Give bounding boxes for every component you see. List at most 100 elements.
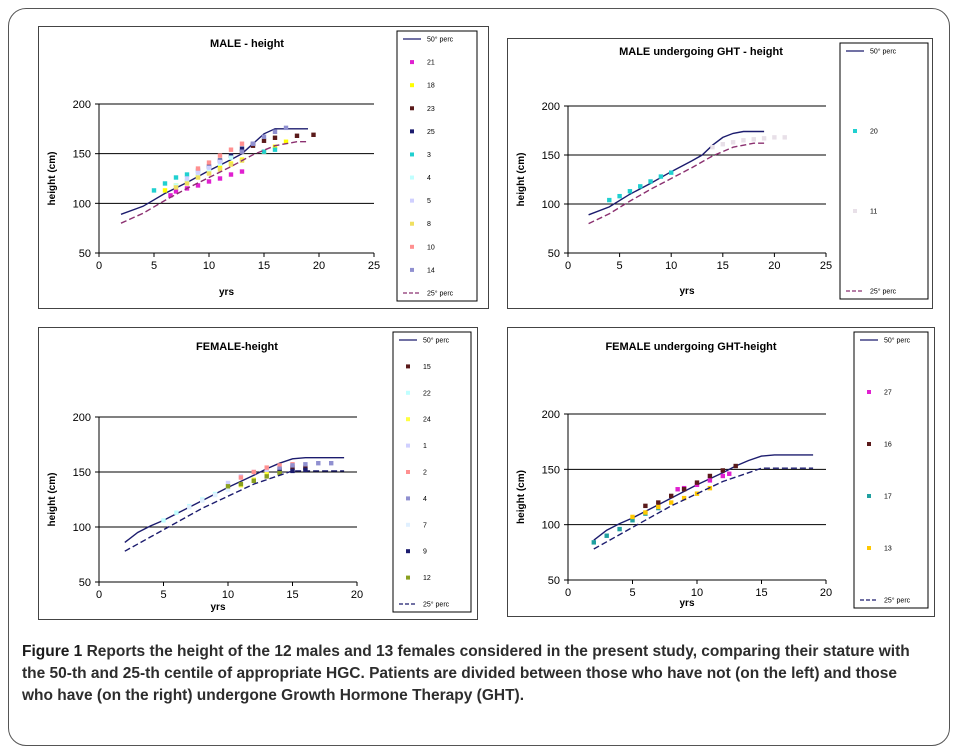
- legend-swatch-marker: [406, 496, 410, 501]
- x-axis-label: yrs: [679, 598, 694, 609]
- legend-label: 18: [427, 83, 435, 90]
- x-tick-label: 20: [351, 589, 363, 601]
- data-point: [675, 487, 680, 492]
- data-point: [648, 179, 653, 184]
- legend-label: 10: [427, 244, 435, 251]
- legend-swatch-marker: [410, 60, 414, 65]
- chart-title: MALE undergoing GHT - height: [619, 46, 783, 58]
- y-tick-label: 200: [542, 101, 560, 113]
- legend-label: 4: [427, 175, 431, 182]
- data-point: [591, 540, 596, 545]
- data-point: [656, 504, 661, 510]
- data-point: [184, 172, 190, 177]
- data-point: [730, 140, 736, 145]
- legend-swatch-marker: [853, 129, 857, 133]
- x-tick-label: 10: [203, 260, 215, 272]
- chart-panel-male: MALE - height 50 100 150 200 0 5 10 15 20 25 yrs hei…: [38, 26, 489, 309]
- y-tick-label: 100: [73, 522, 91, 534]
- legend-label: 25° perc: [427, 290, 454, 298]
- legend-swatch-marker: [410, 198, 414, 203]
- legend-swatch-marker: [406, 470, 410, 474]
- data-point: [228, 155, 234, 160]
- chart-male-ght-height: MALE undergoing GHT - height 50 100 150 200 0…: [516, 42, 929, 300]
- y-tick-label: 150: [73, 467, 91, 479]
- legend-swatch-marker: [406, 522, 410, 527]
- legend-swatch-marker: [406, 390, 410, 395]
- chart-title: MALE - height: [210, 38, 284, 50]
- legend-label: 3: [427, 152, 431, 159]
- y-tick-label: 200: [73, 412, 91, 424]
- legend-label: 13: [884, 546, 892, 553]
- x-tick-label: 0: [96, 260, 102, 272]
- data-point: [264, 467, 269, 472]
- legend-swatch-marker: [406, 364, 410, 369]
- data-point: [681, 487, 687, 492]
- data-point: [212, 492, 218, 498]
- data-point: [617, 193, 622, 199]
- legend-label: 1: [423, 443, 427, 450]
- series-line: [588, 130, 765, 216]
- data-point: [303, 465, 308, 470]
- data-point: [264, 465, 269, 470]
- legend-swatch-marker: [410, 83, 414, 88]
- data-point: [238, 475, 244, 480]
- data-point: [200, 498, 205, 503]
- legend-label: 50° perc: [884, 337, 911, 345]
- data-point: [277, 463, 282, 468]
- data-point: [217, 159, 223, 164]
- x-tick-label: 15: [717, 260, 729, 272]
- data-point: [206, 179, 212, 184]
- data-point: [630, 518, 635, 523]
- data-point: [261, 138, 267, 143]
- legend-swatch-marker: [410, 129, 414, 134]
- x-tick-label: 15: [258, 260, 270, 272]
- legend-label: 24: [423, 417, 431, 424]
- legend-swatch-marker: [867, 494, 871, 498]
- legend-label: 7: [423, 522, 427, 529]
- legend-box: [853, 331, 929, 609]
- data-point: [162, 181, 168, 186]
- data-point: [772, 135, 777, 140]
- legend-label: 22: [423, 390, 431, 397]
- x-axis-label: yrs: [219, 287, 234, 298]
- data-point: [627, 189, 633, 194]
- legend-box: [392, 331, 472, 613]
- data-point: [617, 526, 622, 532]
- x-tick-label: 20: [313, 260, 325, 272]
- x-tick-label: 15: [755, 587, 767, 599]
- data-point: [656, 500, 661, 505]
- data-point: [669, 493, 674, 499]
- legend-label: 14: [427, 267, 435, 274]
- y-tick-label: 100: [73, 198, 91, 210]
- legend-label: 50° perc: [870, 48, 897, 56]
- data-point: [251, 478, 256, 483]
- data-point: [283, 139, 289, 144]
- legend-label: 23: [427, 106, 435, 113]
- x-axis-label: yrs: [679, 286, 694, 297]
- data-point: [751, 137, 756, 142]
- x-tick-label: 15: [286, 589, 298, 601]
- x-tick-label: 10: [691, 587, 703, 599]
- y-axis-label: height (cm): [516, 153, 527, 207]
- y-tick-label: 150: [542, 150, 560, 162]
- legend-swatch-marker: [867, 546, 871, 550]
- legend-swatch-marker: [406, 417, 410, 422]
- legend-label: 21: [427, 60, 435, 67]
- x-tick-label: 0: [96, 589, 102, 601]
- legend-swatch-marker: [867, 442, 871, 446]
- data-point: [710, 144, 715, 150]
- data-point: [272, 129, 278, 135]
- data-point: [311, 132, 316, 137]
- chart-title: FEMALE undergoing GHT-height: [605, 341, 776, 353]
- series-line: [593, 454, 814, 541]
- chart-female-ght-height: FEMALE undergoing GHT-height 50 100 150 200 0…: [516, 331, 929, 609]
- data-point: [250, 141, 256, 146]
- caption-lead: Figure 1: [22, 643, 83, 660]
- data-point: [264, 474, 269, 479]
- data-point: [173, 185, 179, 190]
- x-tick-label: 25: [368, 260, 380, 272]
- data-point: [741, 138, 746, 143]
- legend-swatch-marker: [853, 209, 857, 213]
- caption-text: Reports the height of the 12 males and 1…: [22, 643, 910, 704]
- legend-label: 25° perc: [423, 601, 450, 609]
